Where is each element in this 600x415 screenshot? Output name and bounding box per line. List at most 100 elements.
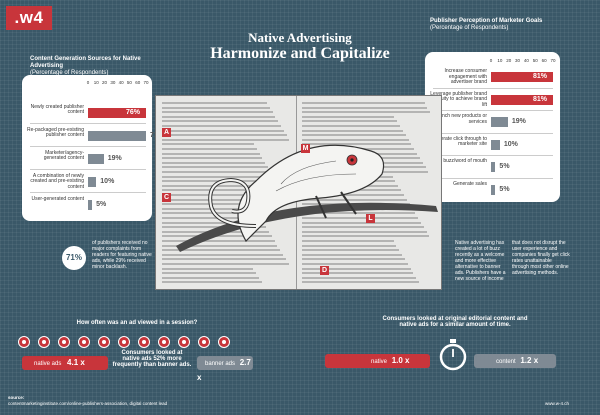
target-icon-center: [202, 340, 206, 344]
newspaper-line: [162, 267, 254, 270]
newspaper-line: [302, 138, 409, 141]
right-tick-label: 0: [489, 58, 493, 63]
newspaper-line: [162, 276, 259, 279]
left-chart-title: Content Generation Sources for Native Ad…: [30, 56, 150, 77]
right-data-label: 19%: [511, 118, 526, 126]
target-icon: [18, 336, 30, 348]
newspaper-line: [162, 226, 267, 229]
target-icon-center: [162, 340, 166, 344]
intro-text-col2: that does not disrupt the user experienc…: [512, 240, 570, 276]
right-tick-label: 10: [497, 58, 503, 63]
target-icon-center: [22, 340, 26, 344]
footer-url[interactable]: www.w-4.ch: [545, 401, 570, 406]
newspaper-line: [162, 249, 281, 252]
letter-d: D: [320, 266, 329, 275]
right-tick-label: 40: [523, 58, 529, 63]
newspaper-line: [302, 129, 403, 132]
left-separator: [30, 192, 146, 193]
left-category-label: A combination of newly created and pre-e…: [30, 172, 84, 190]
target-icon: [218, 336, 230, 348]
letter-l: L: [366, 214, 375, 223]
target-icon: [118, 336, 130, 348]
right-bar: [491, 184, 496, 195]
left-data-label: 19%: [107, 154, 122, 162]
newspaper-line: [162, 134, 287, 137]
right-separator: [433, 87, 553, 89]
right-chart-title-text: Publisher Perception of Marketer Goals: [430, 18, 543, 24]
newspaper-line: [162, 115, 276, 118]
newspaper-line: [302, 281, 420, 284]
right-data-label: 81%: [533, 95, 548, 103]
left-chart-title-text: Content Generation Sources for Native Ad…: [30, 56, 141, 69]
right-category-label: Generate click through to marketer site: [431, 135, 487, 148]
newspaper-line: [302, 194, 404, 196]
newspaper-line: [162, 171, 271, 173]
left-tick-label: 40: [118, 80, 124, 85]
newspaper-line: [302, 272, 414, 275]
newspaper-line: [162, 148, 257, 150]
newspaper-line: [302, 253, 403, 256]
target-icon: [178, 336, 190, 348]
newspaper-line: [162, 157, 263, 160]
right-separator: [433, 132, 553, 134]
right-separator: [433, 110, 553, 111]
left-bar-rows: Newly created publisher content 76% Re-pac…: [22, 101, 164, 221]
right-chart-subtitle: (Percentage of Respondents): [430, 25, 509, 31]
right-tick-label: 20: [506, 58, 512, 63]
content-time-value: 1.2 x: [520, 356, 539, 365]
left-row: Re-packaged pre-existing publisher conte…: [22, 124, 164, 147]
native-ads-value: 4.1 x: [67, 358, 85, 367]
newspaper-line: [162, 217, 261, 219]
newspaper-line: [162, 138, 290, 141]
session-comparison: Consumers looked at native ads 52% more …: [112, 350, 192, 368]
newspaper-line: [302, 226, 424, 229]
right-row: Launch new products or services 19%: [425, 111, 560, 134]
right-category-label: Generate sales: [453, 180, 487, 187]
newspaper-line: [162, 106, 270, 109]
right-tick-label: 30: [515, 58, 521, 63]
right-category-label: Build buzz/word of mouth: [430, 158, 487, 165]
newspaper-line: [302, 115, 395, 118]
newspaper-line: [162, 175, 274, 178]
newspaper-line: [302, 217, 419, 219]
newspaper-line: [302, 143, 412, 146]
target-icon: [58, 336, 70, 348]
right-data-label: 5%: [499, 163, 510, 171]
right-tick-label: 70: [550, 58, 556, 63]
newspaper-line: [162, 198, 288, 201]
content-time-label: content: [496, 359, 516, 365]
right-row: Build buzz/word of mouth 5%: [425, 156, 560, 179]
letter-m: M: [301, 144, 310, 153]
left-separator: [30, 169, 146, 170]
left-category-label: Re-packaged pre-existing publisher conte…: [27, 126, 84, 139]
target-icon-center: [42, 340, 46, 344]
left-row: Marketer/agency-generated content 19%: [22, 147, 152, 170]
target-icon-center: [142, 340, 146, 344]
left-tick-label: 0: [86, 80, 90, 85]
newspaper-line: [162, 240, 275, 242]
footer-source-text: contentmarketinginstitute.com/online-pub…: [8, 401, 168, 406]
left-row: Newly created publisher content 76%: [22, 101, 152, 124]
right-data-label: 10%: [503, 140, 518, 148]
logo: .w4: [6, 6, 52, 30]
left-category-label: User-generated content: [31, 195, 84, 202]
right-row: Leverage publisher brand equity to achie…: [425, 89, 560, 112]
left-tick-label: 50: [126, 80, 132, 85]
newspaper-line: [162, 221, 264, 224]
newspaper-line: [162, 166, 268, 169]
left-chart-subtitle: (Percentage of Respondents): [30, 70, 109, 76]
stat-71-circle: 71%: [62, 246, 86, 270]
letter-a: A: [162, 128, 171, 137]
target-icon-center: [82, 340, 86, 344]
left-separator: [30, 146, 146, 147]
newspaper-line: [302, 120, 398, 123]
letter-c: C: [162, 193, 171, 202]
right-tick-label: 50: [532, 58, 538, 63]
target-icon-center: [122, 340, 126, 344]
newspaper-line: [162, 129, 284, 132]
target-icon: [78, 336, 90, 348]
newspaper-line: [162, 161, 266, 164]
newspaper-line: [302, 267, 411, 270]
target-icon-center: [102, 340, 106, 344]
newspaper-line: [302, 212, 416, 215]
